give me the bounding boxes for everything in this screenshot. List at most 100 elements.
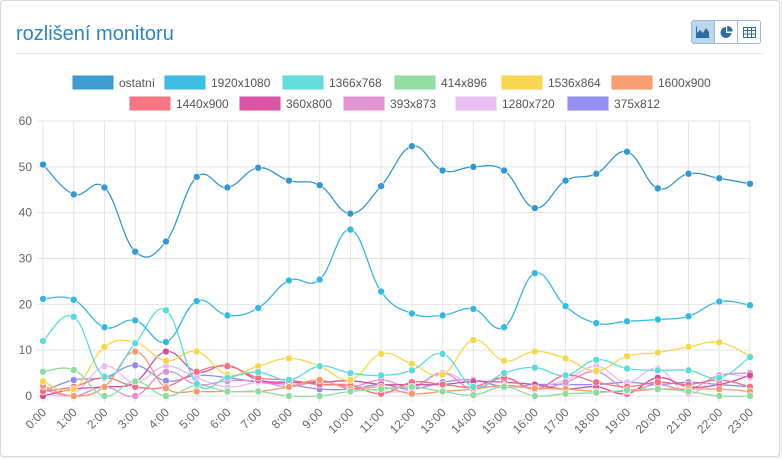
data-point[interactable] [285,176,293,185]
legend-swatch[interactable] [567,96,609,111]
data-point[interactable] [684,312,693,321]
data-point[interactable] [346,209,355,218]
data-point[interactable] [438,166,447,175]
data-point[interactable] [100,392,109,400]
data-point[interactable] [377,182,385,190]
data-point[interactable] [623,386,631,394]
data-point[interactable] [408,142,416,151]
data-point[interactable] [285,383,293,391]
data-point[interactable] [377,385,385,393]
data-point[interactable] [131,247,140,256]
legend-swatch[interactable] [239,96,281,111]
data-point[interactable] [192,297,201,305]
data-point[interactable] [531,363,539,372]
table-view-button[interactable] [737,20,761,44]
data-point[interactable] [315,275,324,284]
data-point[interactable] [192,379,201,388]
data-point[interactable] [746,371,754,380]
data-point[interactable] [377,287,385,296]
data-point[interactable] [561,378,570,387]
legend-label[interactable]: 1536x864 [548,76,601,90]
legend-swatch[interactable] [343,96,385,111]
data-point[interactable] [223,373,232,382]
data-point[interactable] [684,343,693,351]
data-point[interactable] [315,181,324,189]
data-point[interactable] [592,169,601,178]
data-point[interactable] [100,372,109,381]
data-point[interactable] [531,392,539,400]
data-point[interactable] [162,237,170,246]
data-point[interactable] [715,385,724,393]
data-point[interactable] [162,392,170,400]
data-point[interactable] [39,367,47,376]
data-point[interactable] [561,354,570,363]
data-point[interactable] [100,183,109,192]
data-point[interactable] [162,356,170,365]
data-point[interactable] [438,350,447,358]
data-point[interactable] [131,339,140,348]
data-point[interactable] [192,173,201,181]
data-point[interactable] [69,295,78,304]
data-point[interactable] [531,204,539,212]
data-point[interactable] [162,338,170,346]
data-point[interactable] [408,309,416,318]
data-point[interactable] [746,392,754,400]
data-point[interactable] [653,378,662,387]
data-point[interactable] [592,319,601,327]
data-point[interactable] [69,376,78,384]
data-point[interactable] [131,316,140,325]
data-point[interactable] [623,317,631,326]
data-point[interactable] [131,377,140,386]
data-point[interactable] [377,350,385,358]
data-point[interactable] [469,336,478,344]
data-point[interactable] [561,302,570,310]
data-point[interactable] [653,385,662,393]
data-point[interactable] [531,347,539,356]
data-point[interactable] [715,297,724,306]
data-point[interactable] [346,225,355,234]
data-point[interactable] [653,348,662,357]
data-point[interactable] [162,384,170,393]
legend-label[interactable]: 393x873 [390,97,436,111]
data-point[interactable] [69,312,78,321]
data-point[interactable] [408,360,416,368]
legend-label[interactable]: 1920x1080 [211,76,271,90]
data-point[interactable] [254,387,262,396]
data-point[interactable] [469,305,478,313]
data-point[interactable] [69,385,78,393]
legend-swatch[interactable] [455,96,497,111]
data-point[interactable] [531,269,539,277]
data-point[interactable] [438,387,447,396]
data-point[interactable] [500,323,508,332]
data-point[interactable] [408,389,416,398]
data-point[interactable] [715,373,724,382]
data-point[interactable] [469,383,478,391]
data-point[interactable] [315,376,324,384]
data-point[interactable] [746,353,754,361]
data-point[interactable] [408,366,416,375]
legend-swatch[interactable] [72,75,114,90]
data-point[interactable] [162,347,170,356]
legend-swatch[interactable] [611,75,653,90]
data-point[interactable] [469,391,478,399]
data-point[interactable] [223,183,232,192]
data-point[interactable] [653,184,662,193]
data-point[interactable] [100,362,109,371]
data-point[interactable] [500,383,508,391]
data-point[interactable] [408,383,416,391]
legend-swatch[interactable] [164,75,206,90]
data-point[interactable] [254,368,262,376]
data-point[interactable] [131,347,140,356]
data-point[interactable] [684,366,693,375]
data-point[interactable] [438,311,447,320]
data-point[interactable] [623,364,631,373]
data-point[interactable] [285,376,293,384]
data-point[interactable] [746,179,754,188]
data-point[interactable] [39,295,47,303]
data-point[interactable] [100,323,109,332]
data-point[interactable] [561,176,570,185]
data-point[interactable] [162,367,170,376]
data-point[interactable] [500,166,508,175]
data-point[interactable] [715,392,724,400]
data-point[interactable] [192,347,201,356]
